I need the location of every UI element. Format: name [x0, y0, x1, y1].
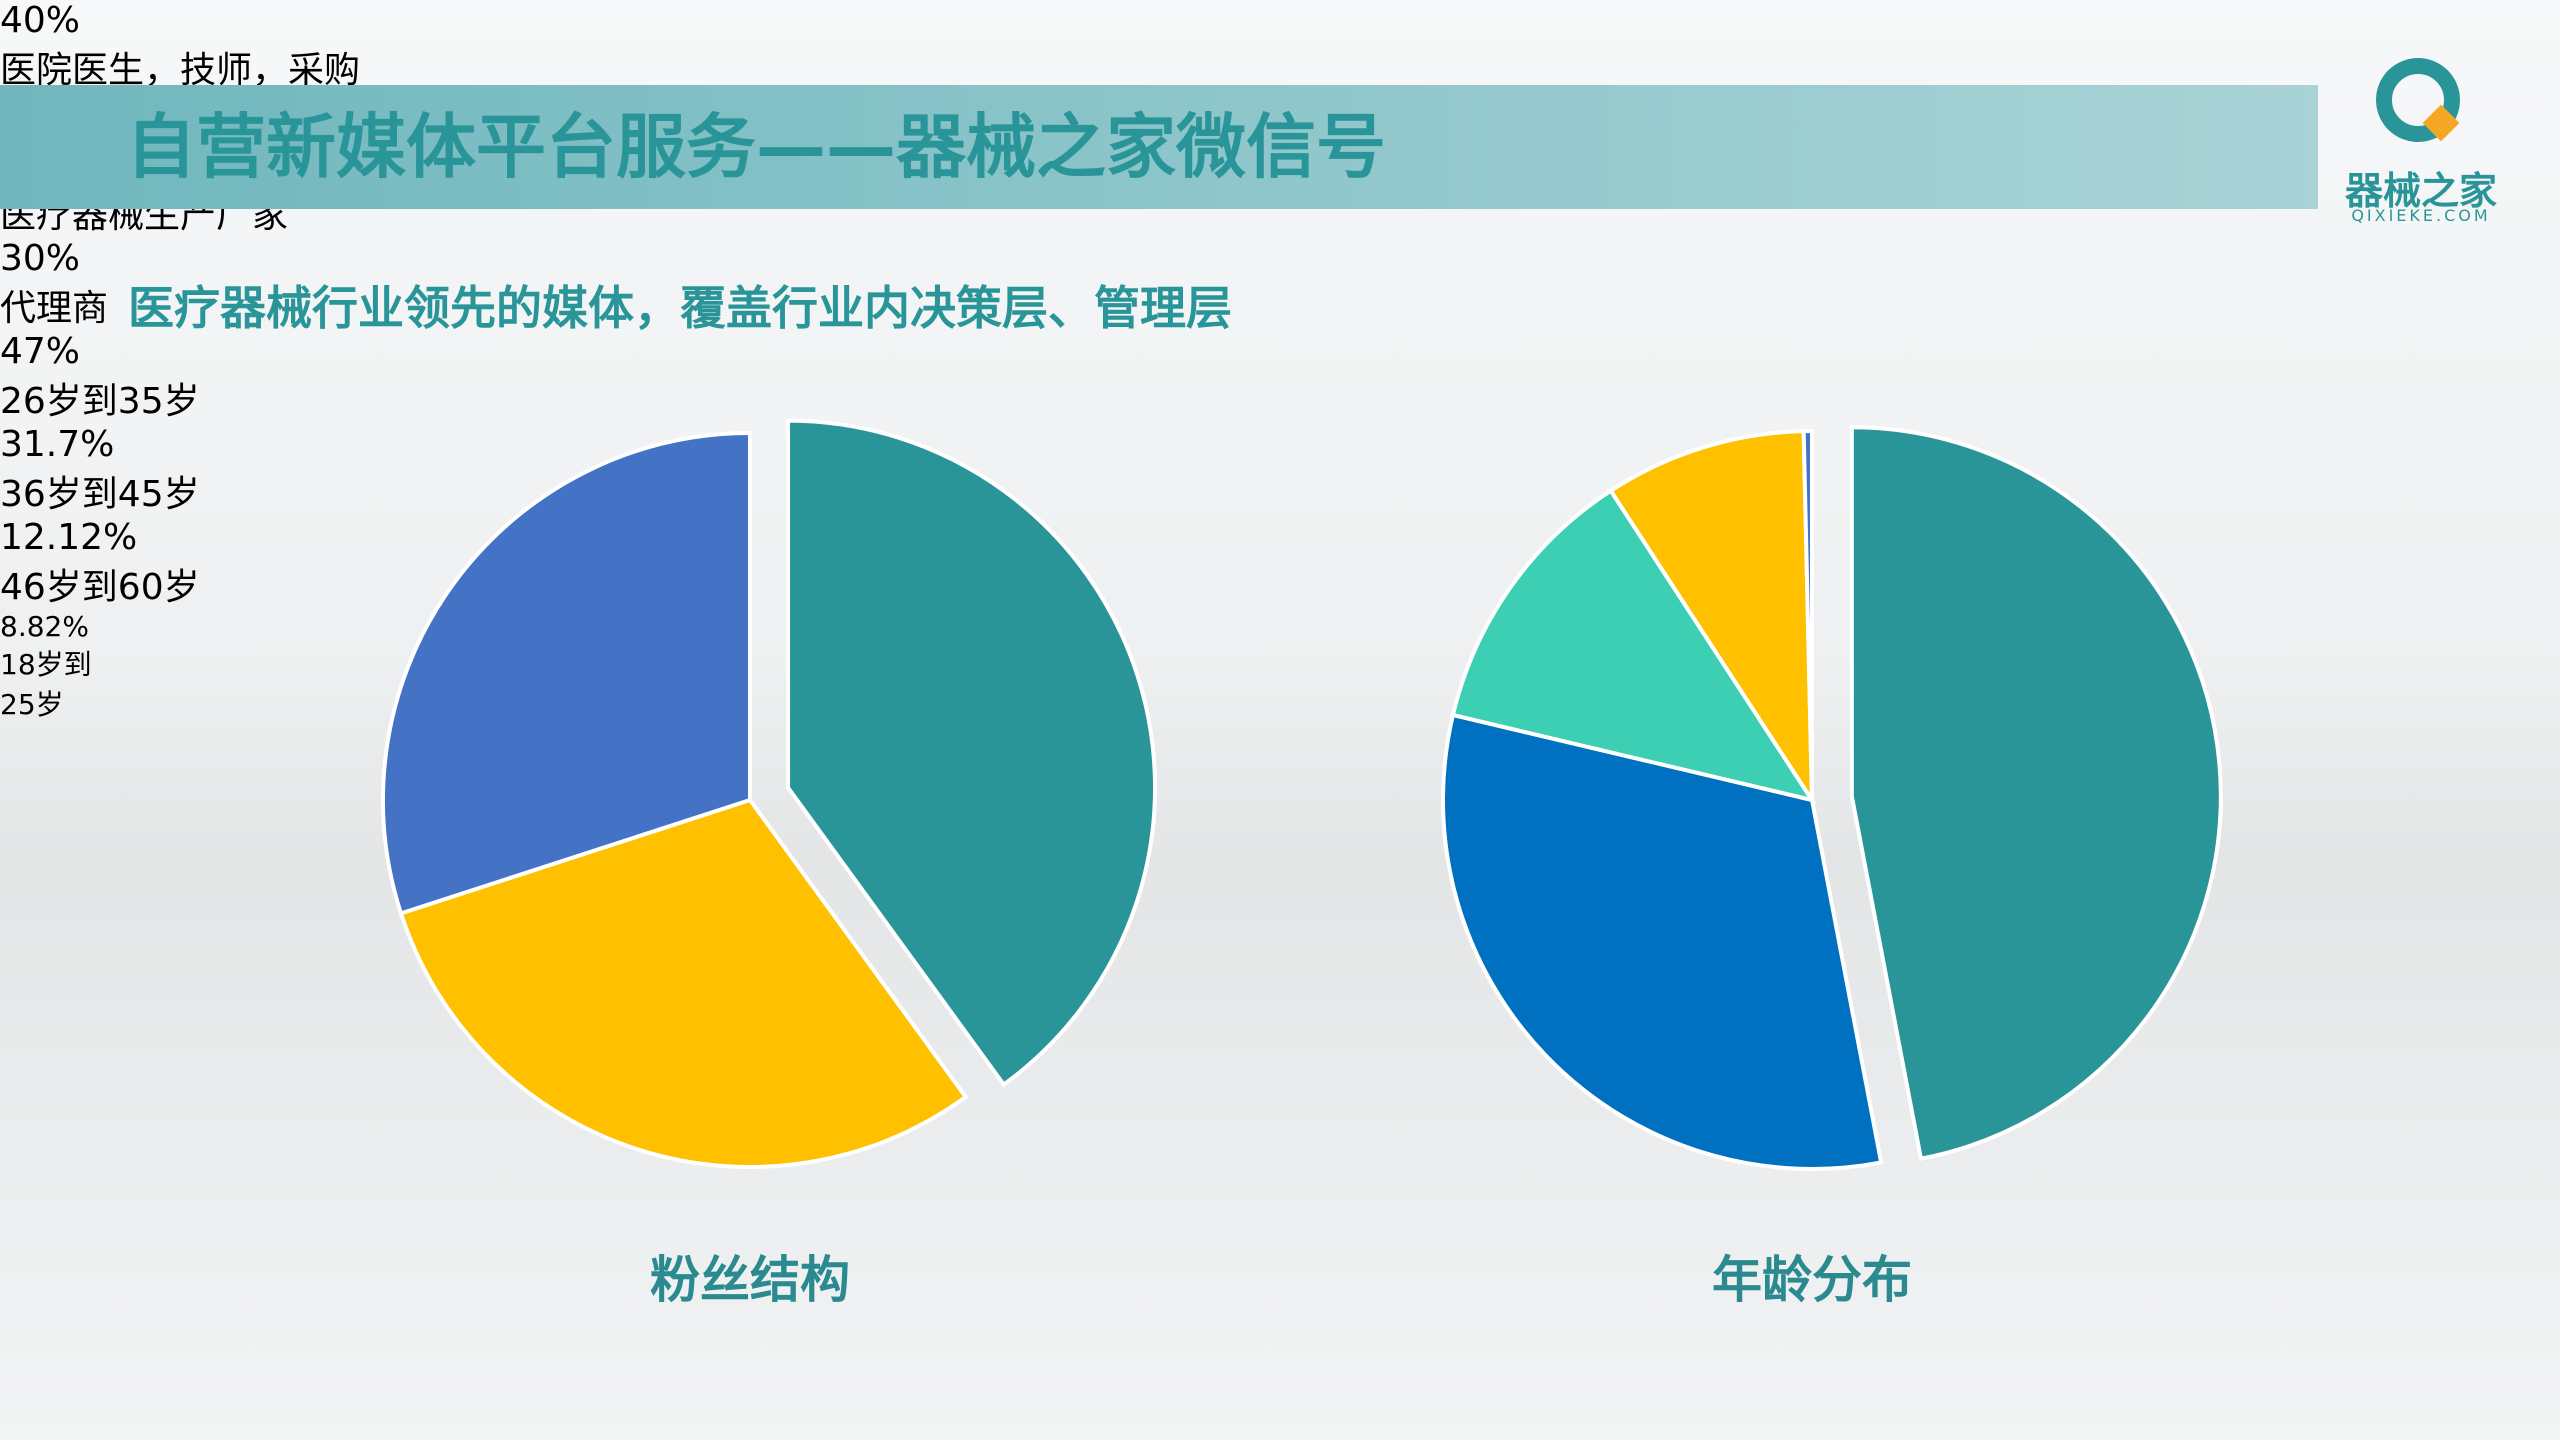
- slice-value-label: 8.82%: [0, 610, 89, 643]
- header-band: [0, 85, 2318, 209]
- pie-slice: [1849, 425, 2223, 1162]
- slice-label: 47% 26岁到35岁: [0, 331, 360, 424]
- slice-value-label: 12.12%: [0, 517, 138, 558]
- slice-value-label: 47%: [0, 331, 81, 372]
- slice-value-label: 40%: [0, 0, 81, 41]
- slice-label: 30% 代理商: [0, 238, 360, 331]
- pie-slice: [1801, 428, 1814, 801]
- pie-slice: [786, 418, 1158, 1088]
- pie-slice: [1450, 487, 1817, 804]
- pie-slice: [398, 797, 969, 1169]
- slice-category-label: 26岁到35岁: [0, 381, 200, 422]
- pie-slice: [1441, 712, 1884, 1171]
- pie-slice: [381, 430, 752, 916]
- pie-slice: [1608, 429, 1815, 807]
- logo-name: 器械之家: [2344, 169, 2497, 213]
- subtitle: 医疗器械行业领先的媒体，覆盖行业内决策层、管理层: [128, 281, 1232, 335]
- slice-label: 8.82% 18岁到25岁: [0, 610, 120, 723]
- title: 自营新媒体平台服务——器械之家微信号: [126, 106, 1386, 188]
- slice-category-label: 36岁到45岁: [0, 474, 200, 515]
- slice-category-label: 18岁到25岁: [0, 648, 92, 721]
- slice-label: 31.7% 36岁到45岁: [0, 424, 360, 517]
- chart-title: 粉丝结构: [650, 1251, 850, 1309]
- slice-category-label: 代理商: [0, 288, 109, 329]
- slice-value-label: 30%: [0, 238, 81, 279]
- slice-category-label: 46岁到60岁: [0, 567, 200, 608]
- slice-value-label: 31.7%: [0, 424, 115, 465]
- logo-url: QIXIEKE.COM: [2351, 206, 2491, 225]
- chart-title: 年龄分布: [1712, 1251, 1912, 1309]
- logo-icon: [2376, 58, 2460, 142]
- slice-label: 12.12% 46岁到60岁: [0, 517, 230, 610]
